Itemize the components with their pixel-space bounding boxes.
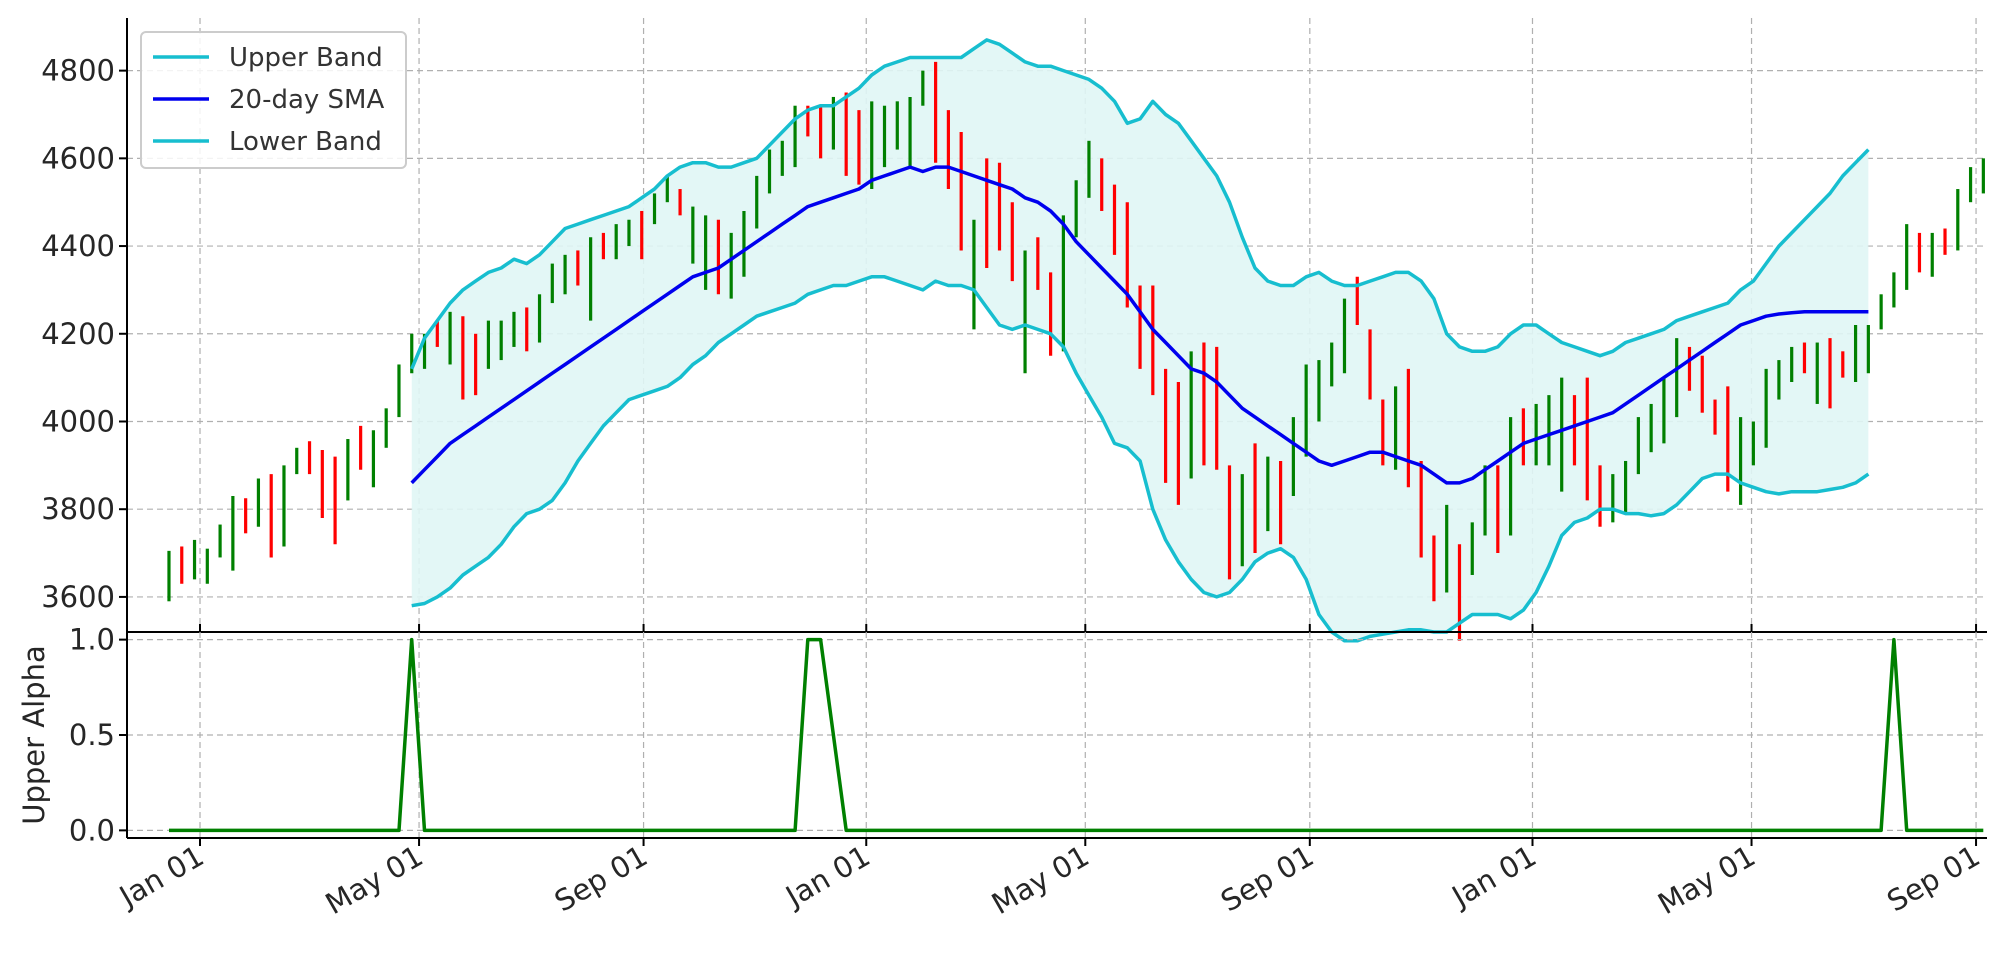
upper-alpha-line — [169, 637, 1984, 833]
x-tick-label: May 01 — [986, 839, 1095, 921]
x-tick-label: Sep 01 — [1215, 839, 1319, 919]
x-tick-label: May 01 — [1652, 839, 1761, 921]
price-y-tick-label: 4200 — [41, 317, 115, 351]
x-tick-label: May 01 — [320, 839, 429, 921]
price-y-tick-label: 4600 — [41, 141, 115, 175]
alpha-y-tick-label: 0.0 — [69, 813, 115, 847]
upper-alpha-panel: 0.0 0.5 1.0 Upper Alpha — [17, 623, 1987, 847]
x-tick-label: Jan 01 — [112, 839, 209, 915]
legend-label: Upper Band — [229, 43, 383, 73]
x-tick-label: Jan 01 — [1445, 839, 1542, 915]
x-tick-label: Sep 01 — [1881, 839, 1985, 919]
legend-box — [140, 31, 407, 169]
x-tick-label: Jan 01 — [778, 839, 875, 915]
alpha-y-axis-title: Upper Alpha — [17, 645, 51, 824]
legend: Upper Band 20-day SMA Lower Band — [140, 31, 407, 169]
price-y-tick-label: 3600 — [41, 580, 115, 614]
lower-band-line — [411, 275, 1870, 643]
price-y-tick-label: 4800 — [41, 54, 115, 88]
x-tick-label: Sep 01 — [549, 839, 653, 919]
price-panel: 3600 3800 4000 4200 4400 4600 4800 — [41, 18, 1987, 643]
sma-line — [410, 165, 1869, 485]
price-y-tick-label: 4000 — [41, 404, 115, 438]
x-axis: Jan 01 May 01 Sep 01 Jan 01 May 01 Sep 01 Jan … — [112, 624, 1986, 921]
price-y-tick-label: 3800 — [41, 492, 115, 526]
price-y-tick-label: 4400 — [41, 229, 115, 263]
legend-label: Lower Band — [229, 127, 382, 157]
alpha-y-tick-label: 0.5 — [69, 718, 115, 752]
upper-band-line — [410, 38, 1870, 370]
legend-label: 20-day SMA — [229, 85, 384, 115]
alpha-y-tick-label: 1.0 — [69, 623, 115, 657]
